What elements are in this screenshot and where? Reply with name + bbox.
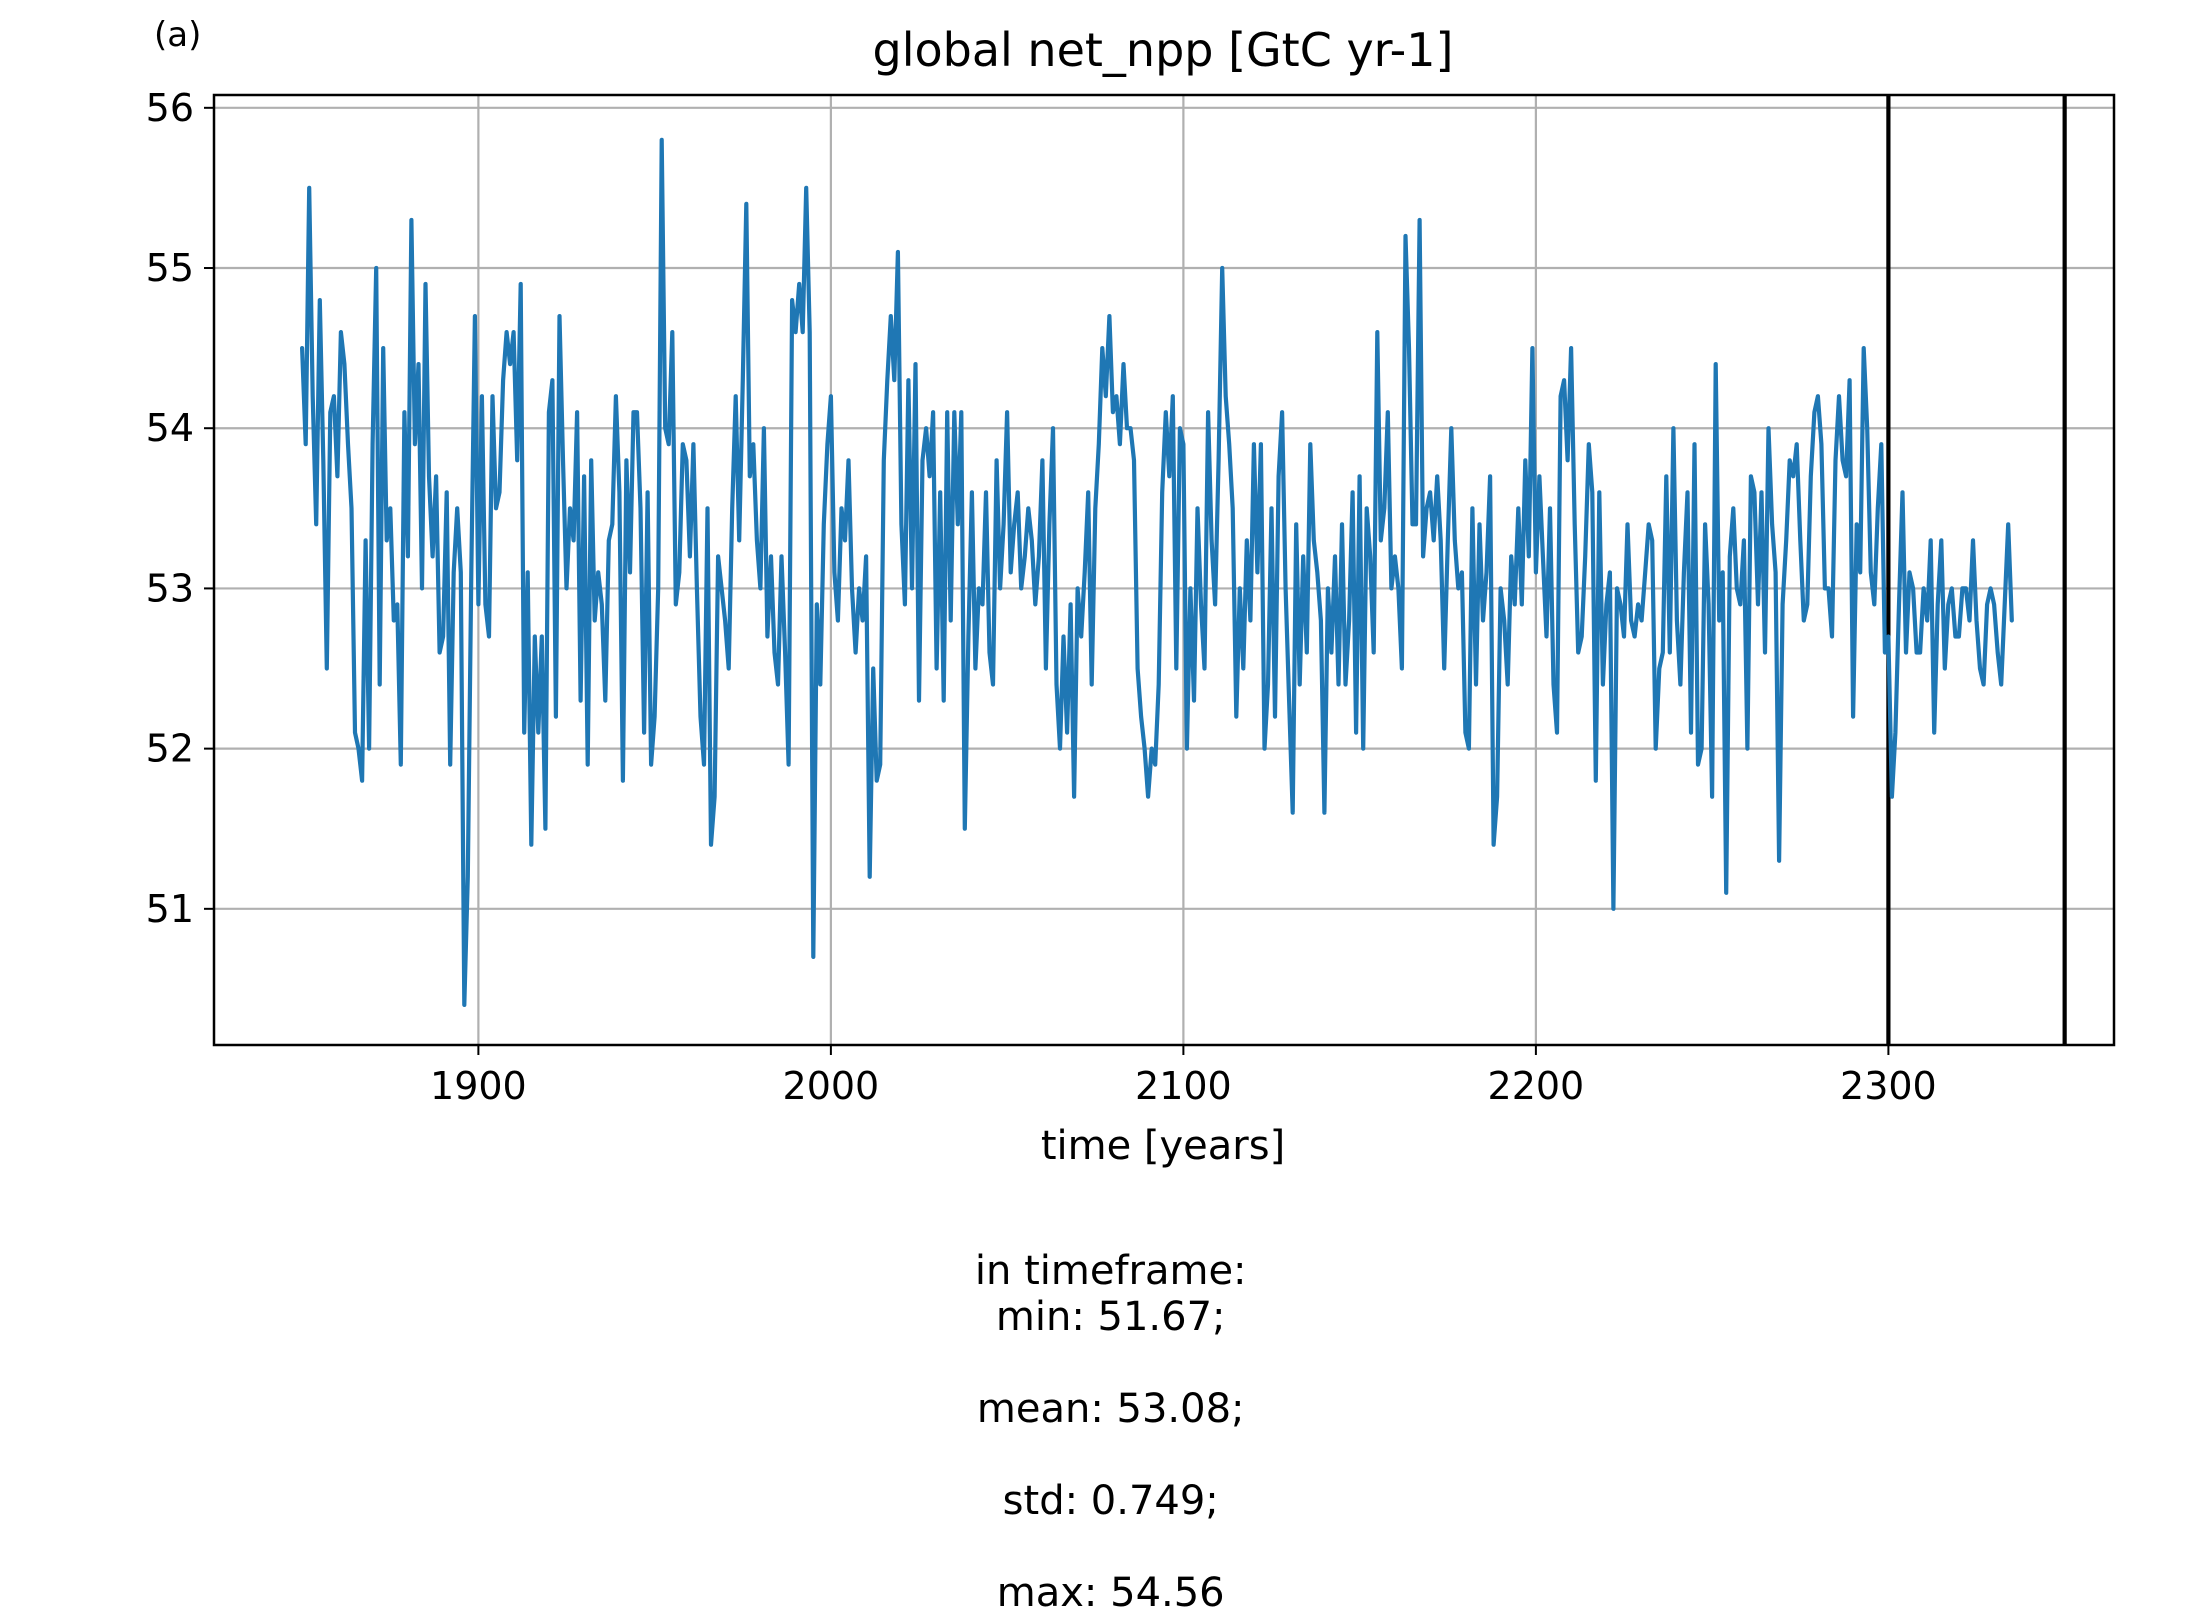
x-tick-label: 2100 bbox=[1135, 1064, 1232, 1108]
panel-label: (a) bbox=[154, 15, 201, 55]
y-tick-label: 55 bbox=[146, 246, 194, 290]
stats-mean: mean: 53.08; bbox=[976, 1386, 1245, 1432]
line-chart: (a) global net_npp [GtC yr-1] 1900 2000 21… bbox=[146, 15, 2116, 1169]
gridlines bbox=[214, 95, 2114, 1045]
x-tick-label: 1900 bbox=[430, 1064, 527, 1108]
x-axis-ticks: 1900 2000 2100 2200 2300 bbox=[430, 1045, 1937, 1108]
x-axis-label: time [years] bbox=[1041, 1123, 1285, 1169]
x-tick-label: 2300 bbox=[1840, 1064, 1937, 1108]
chart-title: global net_npp [GtC yr-1] bbox=[873, 23, 1454, 77]
plot-frame bbox=[212, 93, 2116, 1047]
y-tick-label: 51 bbox=[146, 887, 194, 931]
stats-std: std: 0.749; bbox=[1002, 1478, 1219, 1524]
stats-max: max: 54.56 bbox=[996, 1570, 1225, 1616]
y-tick-label: 52 bbox=[146, 727, 194, 771]
reference-lines bbox=[1886, 95, 2067, 1045]
y-tick-label: 54 bbox=[146, 406, 194, 450]
y-tick-label: 53 bbox=[146, 566, 194, 610]
x-tick-label: 2000 bbox=[783, 1064, 880, 1108]
stats-min: min: 51.67; bbox=[995, 1294, 1226, 1340]
stats-summary: in timeframe: min: 51.67; mean: 53.08; s… bbox=[0, 1202, 2196, 1616]
y-axis-ticks: 51 52 53 54 55 56 bbox=[146, 86, 214, 931]
y-tick-label: 56 bbox=[146, 86, 194, 130]
series-line bbox=[300, 137, 2014, 1007]
x-tick-label: 2200 bbox=[1488, 1064, 1585, 1108]
stats-prefix: in timeframe: bbox=[974, 1248, 1247, 1294]
